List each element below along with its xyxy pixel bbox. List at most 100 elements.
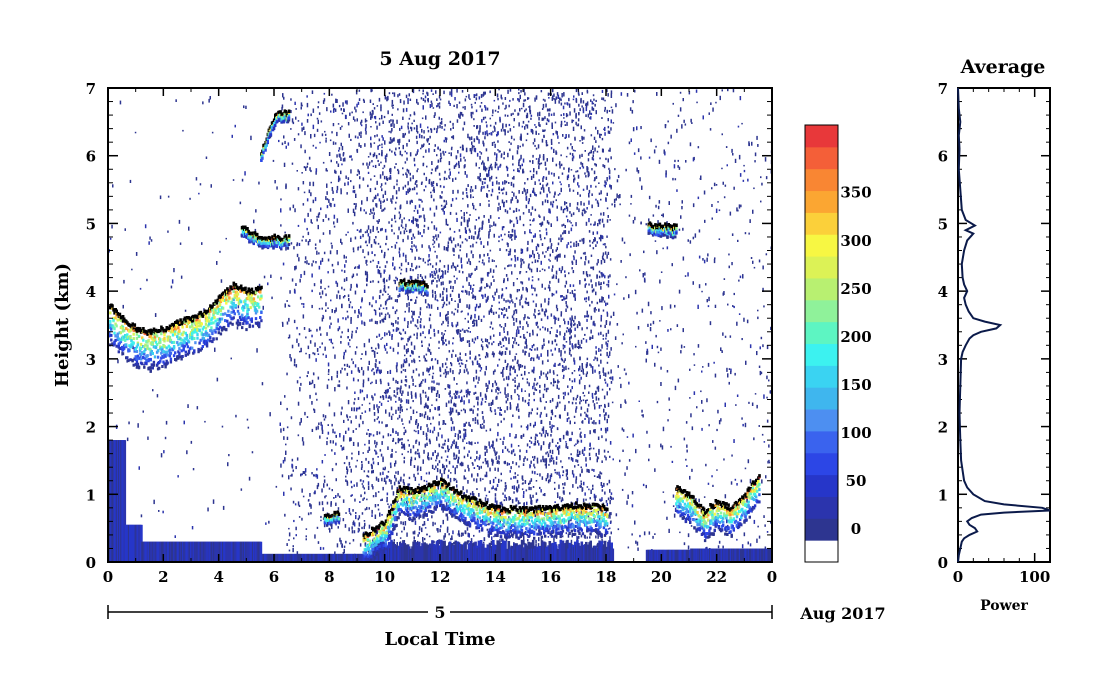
noise-pixel — [392, 347, 395, 352]
noise-pixel — [403, 526, 405, 531]
noise-pixel — [492, 383, 494, 388]
noise-pixel — [476, 488, 478, 490]
noise-pixel — [400, 224, 403, 227]
noise-pixel — [563, 360, 565, 363]
noise-pixel — [322, 100, 325, 104]
noise-pixel — [572, 457, 574, 462]
noise-pixel — [528, 277, 530, 281]
noise-pixel — [532, 300, 535, 303]
noise-pixel — [337, 318, 339, 323]
noise-pixel — [429, 273, 432, 278]
noise-pixel — [450, 280, 452, 283]
noise-pixel — [386, 499, 388, 503]
noise-pixel — [557, 135, 559, 139]
noise-pixel — [435, 205, 438, 210]
noise-pixel — [470, 273, 472, 276]
noise-pixel — [555, 130, 557, 134]
noise-pixel — [478, 305, 480, 309]
noise-pixel — [295, 283, 297, 286]
noise-pixel — [557, 317, 560, 321]
noise-pixel — [449, 236, 452, 241]
noise-pixel — [439, 259, 441, 263]
noise-pixel — [408, 476, 411, 480]
noise-pixel — [521, 281, 524, 285]
noise-pixel — [386, 389, 388, 394]
noise-pixel — [483, 163, 485, 166]
noise-pixel — [312, 124, 315, 130]
noise-pixel — [373, 107, 376, 110]
noise-pixel — [546, 376, 548, 380]
noise-pixel — [485, 148, 488, 152]
noise-pixel — [366, 394, 368, 399]
noise-pixel — [510, 220, 513, 223]
noise-pixel — [570, 335, 572, 339]
noise-pixel — [395, 451, 397, 453]
noise-pixel — [411, 220, 413, 223]
noise-pixel — [330, 502, 332, 507]
noise-pixel — [406, 499, 408, 503]
noise-pixel — [530, 497, 532, 501]
noise-pixel — [565, 445, 567, 449]
noise-pixel — [341, 406, 343, 410]
noise-pixel — [364, 542, 367, 547]
noise-pixel — [321, 342, 323, 345]
noise-pixel — [458, 533, 461, 537]
noise-pixel — [522, 349, 524, 353]
noise-pixel — [539, 414, 542, 418]
noise-pixel — [500, 346, 503, 348]
noise-pixel — [519, 145, 521, 148]
noise-pixel — [570, 245, 572, 248]
noise-pixel — [371, 304, 373, 308]
noise-pixel — [504, 114, 507, 117]
noise-pixel — [390, 141, 392, 144]
noise-pixel — [468, 391, 470, 394]
noise-pixel — [441, 208, 443, 211]
noise-pixel — [488, 234, 490, 239]
noise-pixel — [361, 512, 364, 515]
noise-pixel — [379, 320, 382, 324]
noise-pixel — [362, 485, 364, 488]
noise-pixel — [314, 534, 316, 539]
noise-pixel — [336, 375, 338, 378]
noise-pixel — [431, 221, 433, 224]
noise-pixel — [427, 263, 429, 266]
noise-pixel — [545, 462, 547, 466]
noise-pixel — [444, 339, 447, 342]
noise-pixel — [399, 387, 402, 392]
noise-pixel — [514, 303, 516, 308]
noise-pixel — [539, 328, 541, 331]
noise-pixel — [465, 187, 468, 192]
noise-pixel — [389, 148, 391, 152]
noise-pixel — [443, 535, 445, 540]
noise-pixel — [325, 169, 327, 172]
noise-pixel — [309, 493, 311, 497]
noise-pixel — [524, 365, 526, 369]
noise-pixel — [558, 100, 560, 104]
noise-pixel — [522, 326, 524, 328]
noise-pixel — [412, 400, 414, 403]
noise-pixel — [430, 191, 432, 194]
noise-pixel — [320, 515, 322, 519]
noise-pixel — [433, 246, 435, 248]
noise-pixel — [469, 441, 471, 445]
noise-pixel — [522, 158, 525, 163]
noise-pixel — [355, 514, 357, 520]
noise-pixel — [368, 408, 371, 412]
noise-pixel — [529, 480, 531, 485]
noise-pixel — [571, 267, 573, 270]
noise-pixel — [346, 468, 349, 472]
noise-pixel — [494, 127, 496, 132]
noise-pixel — [568, 272, 570, 275]
noise-pixel — [427, 226, 430, 230]
noise-pixel — [488, 218, 490, 221]
noise-pixel — [301, 473, 303, 476]
noise-pixel — [438, 394, 440, 398]
noise-pixel — [395, 276, 397, 279]
noise-pixel — [556, 308, 559, 312]
noise-pixel — [362, 480, 365, 483]
noise-pixel — [366, 162, 368, 166]
noise-pixel — [512, 532, 515, 536]
noise-pixel — [563, 117, 565, 119]
noise-pixel — [476, 336, 479, 340]
noise-pixel — [469, 424, 471, 427]
